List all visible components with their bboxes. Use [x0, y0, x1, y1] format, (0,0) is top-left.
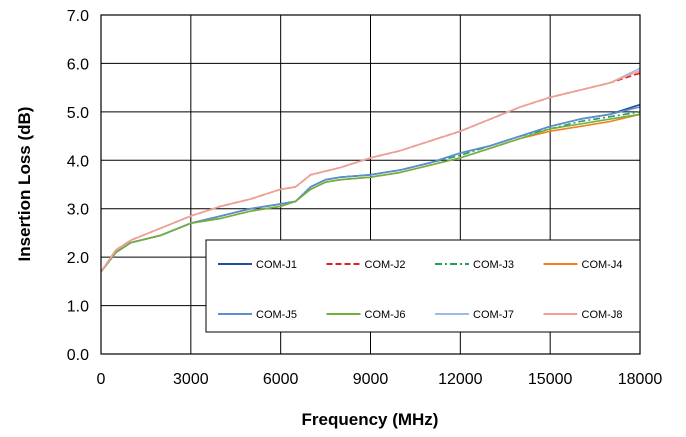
axis-layer: 0 3000 6000 9000 12000 15000 18000 0.0 1.0 2.0 3.0…: [67, 8, 663, 388]
x-axis-title: Frequency (MHz): [302, 410, 439, 429]
series-layer: [100, 67, 641, 273]
y-tick-label: 3.0: [67, 202, 89, 219]
y-tick-label: 2.0: [67, 250, 89, 267]
legend-label: COM-J6: [365, 309, 406, 321]
grid-layer: [100, 14, 641, 355]
legend-label: COM-J5: [256, 309, 297, 321]
x-tick-label: 6000: [263, 371, 299, 388]
x-tick-label: 9000: [353, 371, 389, 388]
legend-label: COM-J4: [582, 259, 623, 271]
x-tick-label: 12000: [438, 371, 483, 388]
legend: COM-J1 COM-J2 COM-J3 COM-J4 COM-J5 COM-J6 COM-…: [205, 239, 641, 333]
x-tick-label: 18000: [618, 371, 663, 388]
plot-border: [100, 14, 641, 355]
series-line-com-j6: [100, 113, 641, 273]
legend-label: COM-J3: [473, 259, 514, 271]
legend-label: COM-J7: [473, 309, 514, 321]
y-tick-label: 6.0: [67, 56, 89, 73]
y-tick-label: 0.0: [67, 347, 89, 364]
y-tick-label: 1.0: [67, 299, 89, 316]
series-line-com-j8: [100, 69, 641, 273]
legend-box: [205, 239, 641, 333]
y-tick-label: 5.0: [67, 105, 89, 122]
legend-label: COM-J8: [582, 309, 623, 321]
x-tick-label: 3000: [173, 371, 209, 388]
legend-label: COM-J1: [256, 259, 297, 271]
y-tick-label: 4.0: [67, 153, 89, 170]
x-tick-label: 0: [97, 371, 106, 388]
x-tick-label: 15000: [528, 371, 573, 388]
legend-label: COM-J2: [365, 259, 406, 271]
y-tick-label: 7.0: [67, 8, 89, 25]
y-axis-title: Insertion Loss (dB): [15, 107, 34, 262]
